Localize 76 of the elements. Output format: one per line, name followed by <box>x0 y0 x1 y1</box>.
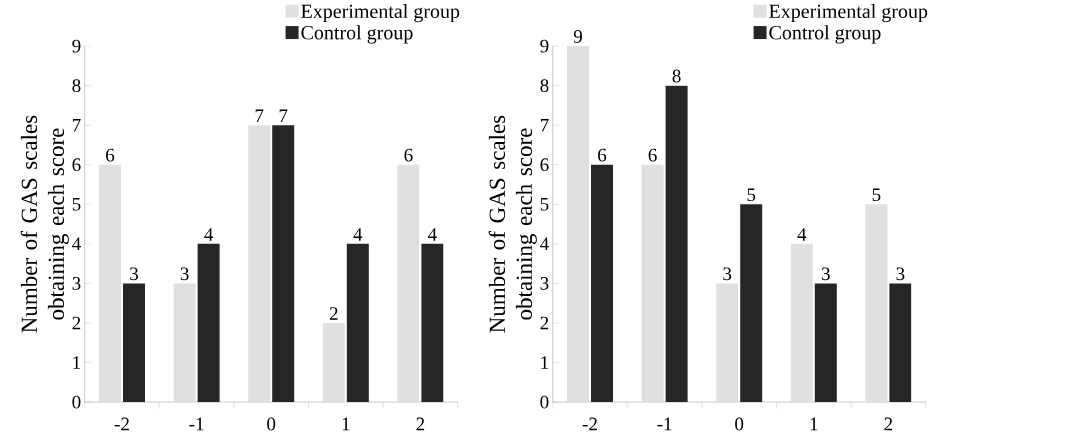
y-tick-label: 1 <box>73 356 81 369</box>
data-label: 3 <box>821 267 830 281</box>
bar <box>99 164 122 403</box>
data-label: 3 <box>723 267 732 281</box>
x-tick-label: 1 <box>810 417 818 431</box>
bar <box>346 243 369 403</box>
data-label: 9 <box>573 30 582 43</box>
data-label: 3 <box>130 267 139 281</box>
legend-label: Experimental group <box>769 3 928 23</box>
bar <box>716 283 739 403</box>
x-tick-label: 2 <box>884 417 893 431</box>
bar <box>421 243 444 403</box>
y-tick-label: 1 <box>541 356 549 369</box>
bar <box>123 283 146 403</box>
x-tick-label: 2 <box>416 417 425 431</box>
data-label: 7 <box>279 109 288 122</box>
data-label: 6 <box>598 148 607 162</box>
y-tick-label: 2 <box>72 316 81 330</box>
y-tick-label: 3 <box>72 276 81 290</box>
x-tick-label: 0 <box>267 417 276 431</box>
data-label: 6 <box>404 148 413 162</box>
bar <box>889 283 912 403</box>
y-tick-label: 5 <box>72 197 81 211</box>
legend-label: Experimental group <box>301 3 460 23</box>
bar <box>248 125 271 403</box>
legend-label: Control group <box>301 25 413 44</box>
data-label: 8 <box>672 69 681 83</box>
data-label: 4 <box>204 228 214 241</box>
y-tick-label: 9 <box>72 39 81 53</box>
bar <box>272 125 295 403</box>
bar <box>197 243 220 403</box>
y-tick-label: 0 <box>72 395 81 409</box>
data-label: 3 <box>180 267 189 281</box>
y-tick-label: 8 <box>72 79 81 93</box>
bar <box>814 283 837 403</box>
bar <box>567 46 589 403</box>
data-label: 6 <box>106 148 115 162</box>
legend-label: Control group <box>769 25 881 44</box>
y-tick-label: 3 <box>540 276 549 290</box>
y-tick-label: 9 <box>540 39 549 53</box>
x-tick-label: -2 <box>114 417 129 431</box>
data-label: 4 <box>428 228 437 241</box>
y-tick-label: 8 <box>540 79 549 93</box>
y-tick-label: 2 <box>540 316 549 330</box>
y-tick-label: 0 <box>540 395 549 409</box>
data-label: 3 <box>896 267 905 281</box>
data-label: 5 <box>747 188 756 202</box>
bar <box>173 283 196 403</box>
bar <box>740 204 763 403</box>
y-tick-label: 5 <box>540 197 549 211</box>
y-tick-label: 4 <box>72 237 81 251</box>
data-label: 7 <box>255 109 264 122</box>
y-tick-label: 7 <box>72 118 81 132</box>
x-tick-label: -1 <box>189 417 204 431</box>
bar <box>397 164 420 403</box>
bar <box>322 322 345 403</box>
x-tick-label: 0 <box>735 417 744 431</box>
bar <box>665 85 688 403</box>
bar <box>591 164 614 403</box>
x-tick-label: 1 <box>342 417 350 431</box>
data-label: 6 <box>648 148 657 162</box>
y-axis-title: Number of GAS scales obtaining each score <box>20 115 69 333</box>
y-tick-label: 6 <box>72 158 81 172</box>
y-tick-label: 7 <box>540 118 549 132</box>
data-label: 5 <box>872 188 881 202</box>
data-label: 2 <box>329 307 338 320</box>
x-tick-label: -2 <box>582 417 597 431</box>
data-label: 4 <box>797 228 807 241</box>
bar <box>641 164 664 403</box>
bar <box>865 204 888 403</box>
bar <box>790 243 813 403</box>
y-tick-label: 4 <box>540 237 549 251</box>
y-tick-label: 6 <box>540 158 549 172</box>
y-axis-title: Number of GAS scales obtaining each score <box>488 115 537 333</box>
data-label: 4 <box>353 228 363 241</box>
x-tick-label: -1 <box>657 417 672 431</box>
